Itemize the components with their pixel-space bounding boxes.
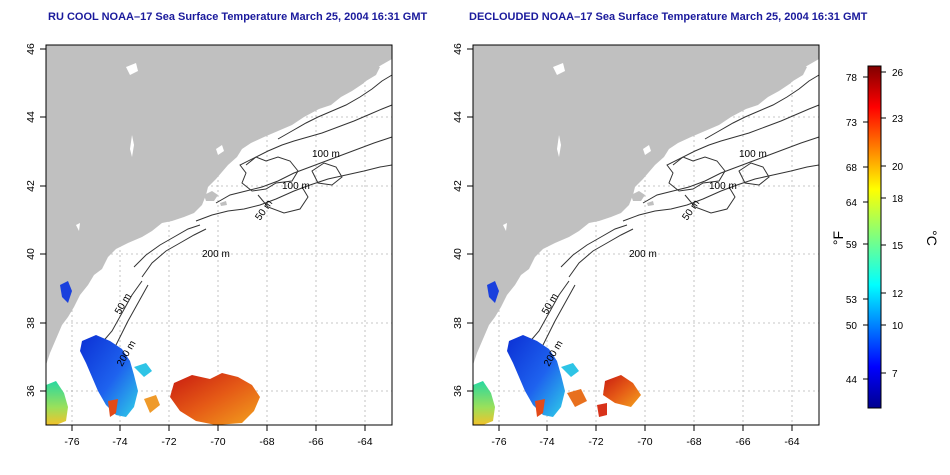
lon-tick: -72 xyxy=(588,436,603,448)
lat-tick: 36 xyxy=(452,385,464,397)
celsius-tick: 10 xyxy=(892,321,904,332)
isobath-label: 100 m xyxy=(709,181,737,192)
lon-tick: -64 xyxy=(357,436,372,448)
lon-tick: -70 xyxy=(210,436,225,448)
left-lat-tick-labels: 36 38 40 42 44 46 xyxy=(25,43,37,397)
lon-tick: -74 xyxy=(539,436,554,448)
celsius-tick: 23 xyxy=(892,114,904,125)
lon-tick: -68 xyxy=(259,436,274,448)
celsius-tick: 20 xyxy=(892,162,904,173)
left-lon-tick-labels: -76 -74 -72 -70 -68 -66 -64 xyxy=(64,436,372,448)
lon-tick: -68 xyxy=(686,436,701,448)
celsius-unit-label: °C xyxy=(924,230,940,246)
fahrenheit-tick: 73 xyxy=(846,118,858,129)
lon-tick: -76 xyxy=(491,436,506,448)
lat-tick: 42 xyxy=(452,180,464,192)
celsius-tick: 15 xyxy=(892,241,904,252)
lat-tick: 40 xyxy=(452,248,464,260)
lon-tick: -74 xyxy=(112,436,127,448)
right-lon-tick-labels: -76 -74 -72 -70 -68 -66 -64 xyxy=(491,436,799,448)
left-sst-map: -76 -74 -72 -70 -68 -66 -64 36 38 40 42 … xyxy=(25,43,393,448)
fahrenheit-tick: 44 xyxy=(846,375,858,386)
celsius-tick: 18 xyxy=(892,194,904,205)
lon-tick: -66 xyxy=(308,436,323,448)
fahrenheit-tick: 50 xyxy=(846,321,858,332)
fahrenheit-unit-label: °F xyxy=(830,231,846,245)
fahrenheit-tick: 78 xyxy=(846,73,858,84)
lat-tick: 44 xyxy=(452,111,464,123)
celsius-tick: 26 xyxy=(892,68,904,79)
lat-tick: 46 xyxy=(25,43,37,55)
lat-tick: 44 xyxy=(25,111,37,123)
celsius-tick: 7 xyxy=(892,369,898,380)
isobath-label: 100 m xyxy=(312,149,340,160)
lat-tick: 38 xyxy=(25,317,37,329)
left-map-title: RU COOL NOAA–17 Sea Surface Temperature … xyxy=(48,11,428,23)
temperature-colorbar: 78 73 68 64 59 53 50 44 26 23 20 18 15 1… xyxy=(830,65,940,409)
isobath-label: 100 m xyxy=(739,149,767,160)
colorbar-gradient xyxy=(867,65,882,409)
lat-tick: 40 xyxy=(25,248,37,260)
lon-tick: -72 xyxy=(161,436,176,448)
celsius-tick-labels: 26 23 20 18 15 12 10 7 xyxy=(892,68,904,380)
warm-water-patch xyxy=(603,375,641,407)
warm-water-patch xyxy=(170,373,260,425)
lon-tick: -76 xyxy=(64,436,79,448)
lon-tick: -64 xyxy=(784,436,799,448)
right-lat-tick-labels: 36 38 40 42 44 46 xyxy=(452,43,464,397)
lat-tick: 46 xyxy=(452,43,464,55)
right-map-title: DECLOUDED NOAA–17 Sea Surface Temperatur… xyxy=(469,11,868,23)
lat-tick: 38 xyxy=(452,317,464,329)
fahrenheit-tick: 64 xyxy=(846,198,858,209)
lon-tick: -66 xyxy=(735,436,750,448)
isobath-label: 200 m xyxy=(202,249,230,260)
fahrenheit-tick: 53 xyxy=(846,295,858,306)
lat-tick: 42 xyxy=(25,180,37,192)
fahrenheit-tick-labels: 78 73 68 64 59 53 50 44 xyxy=(846,73,858,386)
isobath-label: 100 m xyxy=(282,181,310,192)
celsius-tick: 12 xyxy=(892,289,904,300)
fahrenheit-tick: 59 xyxy=(846,240,858,251)
lat-tick: 36 xyxy=(25,385,37,397)
fahrenheit-tick: 68 xyxy=(846,163,858,174)
right-sst-map: -76 -74 -72 -70 -68 -66 -64 36 38 40 42 … xyxy=(452,43,820,448)
lon-tick: -70 xyxy=(637,436,652,448)
isobath-label: 200 m xyxy=(629,249,657,260)
